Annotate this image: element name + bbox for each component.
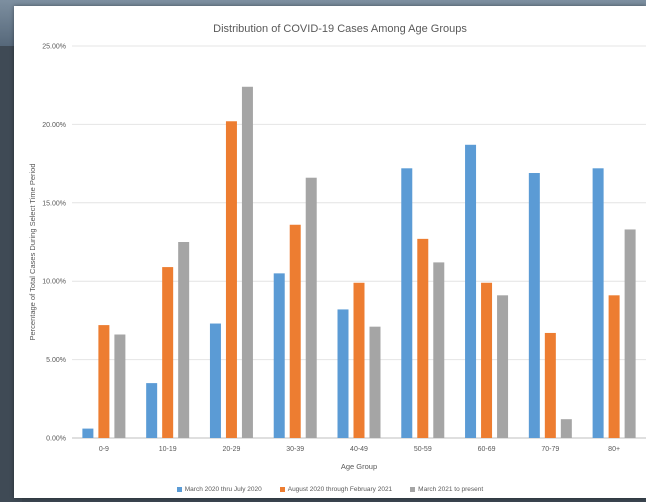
bar — [242, 87, 253, 438]
x-axis-ticks: 0-9 10-19 20-29 30-39 40-49 50-59 60-69 70-79 80… — [99, 446, 620, 453]
legend-item: March 2020 thru July 2020 — [177, 483, 262, 495]
x-tick-label: 10-19 — [159, 446, 177, 453]
bar — [146, 383, 157, 438]
bar — [401, 168, 412, 438]
legend-item: March 2021 to present — [410, 483, 483, 495]
bar — [625, 229, 636, 438]
bar — [433, 262, 444, 438]
bar — [290, 225, 301, 438]
bars — [82, 87, 635, 438]
bar — [545, 333, 556, 438]
y-tick-label: 0.00% — [46, 436, 66, 443]
chart-panel: Distribution of COVID-19 Cases Among Age… — [14, 6, 646, 498]
bar — [82, 429, 93, 438]
bar — [98, 325, 109, 438]
x-tick-label: 40-49 — [350, 446, 368, 453]
x-tick-label: 30-39 — [286, 446, 304, 453]
legend-label: August 2020 through February 2021 — [288, 486, 392, 493]
bar — [529, 173, 540, 438]
bar — [306, 178, 317, 438]
bar — [561, 419, 572, 438]
bar — [162, 267, 173, 438]
y-axis-ticks: 0.00% 5.00% 10.00% 15.00% 20.00% 25.00% — [42, 44, 66, 443]
chart-legend: March 2020 thru July 2020 August 2020 thr… — [14, 483, 646, 495]
x-tick-label: 50-59 — [414, 446, 432, 453]
bar — [497, 295, 508, 438]
y-tick-label: 20.00% — [42, 122, 66, 129]
x-tick-label: 0-9 — [99, 446, 109, 453]
bar — [354, 283, 365, 438]
legend-swatch — [177, 487, 182, 492]
bar — [274, 273, 285, 438]
y-tick-label: 5.00% — [46, 357, 66, 364]
bar — [226, 121, 237, 438]
chart-title: Distribution of COVID-19 Cases Among Age… — [213, 23, 467, 35]
y-tick-label: 15.00% — [42, 200, 66, 207]
x-tick-label: 70-79 — [541, 446, 559, 453]
legend-label: March 2020 thru July 2020 — [185, 486, 262, 493]
bar — [114, 335, 125, 438]
x-axis-title: Age Group — [341, 462, 377, 471]
bar — [178, 242, 189, 438]
y-tick-label: 10.00% — [42, 279, 66, 286]
bar — [465, 145, 476, 438]
y-axis-title: Percentage of Total Cases During Select … — [28, 163, 37, 340]
bar — [609, 295, 620, 438]
legend-swatch — [280, 487, 285, 492]
bar — [593, 168, 604, 438]
bar — [370, 327, 381, 438]
bar — [210, 324, 221, 438]
legend-label: March 2021 to present — [418, 486, 483, 493]
x-tick-label: 80+ — [608, 446, 620, 453]
legend-item: August 2020 through February 2021 — [280, 483, 392, 495]
y-tick-label: 25.00% — [42, 44, 66, 51]
bar — [338, 309, 349, 438]
bar — [481, 283, 492, 438]
chart-svg: Distribution of COVID-19 Cases Among Age… — [14, 6, 646, 481]
x-tick-label: 60-69 — [478, 446, 496, 453]
legend-swatch — [410, 487, 415, 492]
x-tick-label: 20-29 — [222, 446, 240, 453]
bar — [417, 239, 428, 438]
